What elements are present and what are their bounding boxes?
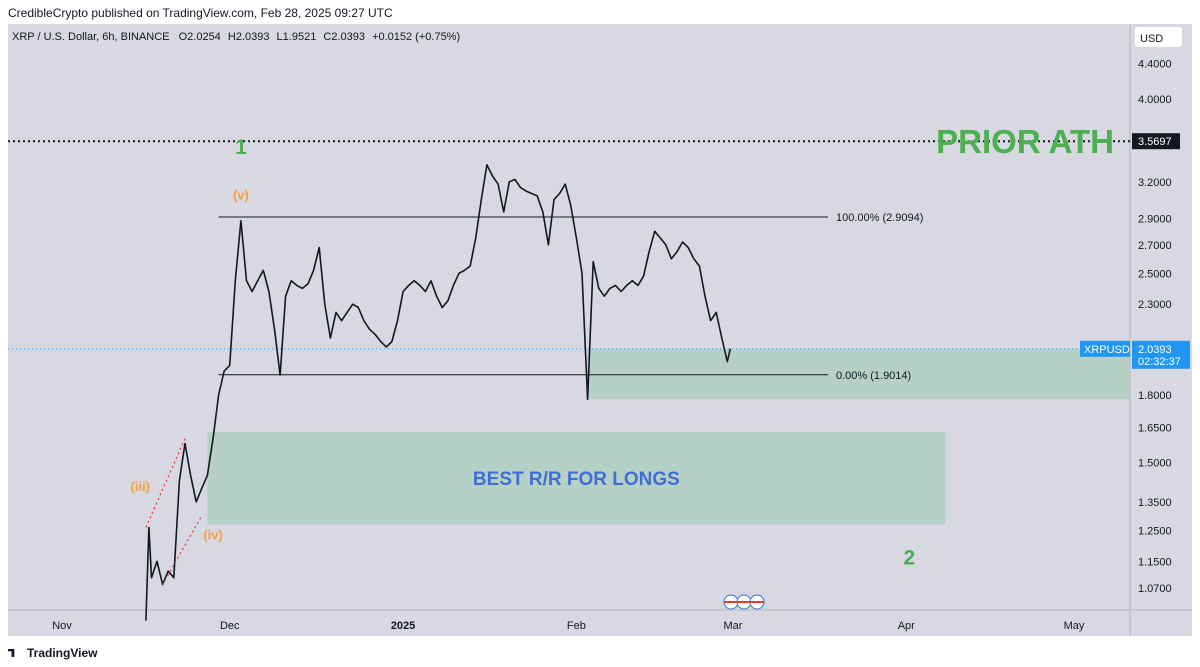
symbol-name: XRP / U.S. Dollar, 6h, BINANCE [12,31,170,43]
price-tick-label: 1.6500 [1138,422,1172,434]
countdown-tag: 02:32:37 [1138,356,1181,368]
prior-ath-tag: 3.5697 [1138,136,1172,148]
zone-rect [587,348,1130,400]
time-tick-label: Apr [898,620,915,632]
price-tick-label: 2.7000 [1138,240,1172,252]
close-value: 2.0393 [331,31,365,43]
time-tick-label: Mar [723,620,742,632]
price-tick-label: 1.5000 [1138,458,1172,470]
price-tick-label: 2.3000 [1138,299,1172,311]
symbol-tag: XRPUSD [1084,344,1130,356]
currency-button-label: USD [1140,33,1163,45]
chart-area[interactable]: BEST R/R FOR LONGS 100.00% (2.9094) 0.00%… [8,24,1192,636]
price-tick-label: 2.9000 [1138,213,1172,225]
tradingview-logo-icon [8,648,15,657]
high-value: 2.0393 [236,31,270,43]
price-line [145,164,732,621]
close-label: C [323,31,331,43]
symbol-tag-bg [1080,340,1130,357]
price-tag: 2.0393 [1138,344,1172,356]
footer: TradingView [0,636,1200,667]
time-tick-label: 2025 [391,620,415,632]
symbol-info: XRP / U.S. Dollar, 6h, BINANCE O2.0254 H… [12,31,460,43]
price-tick-label: 1.3500 [1138,497,1172,509]
prior-ath-label: PRIOR ATH [936,123,1114,160]
price-tick-label: 1.1500 [1138,556,1172,568]
price-tag-bg [1132,340,1190,369]
time-tick-label: May [1064,620,1085,632]
publish-header: CredibleCrypto published on TradingView.… [0,0,1200,24]
price-tick-label: 1.2500 [1138,525,1172,537]
open-label: O [179,31,188,43]
fib-level-label: 0.00% (1.9014) [836,370,911,382]
currency-button[interactable]: USD [1135,27,1182,47]
brand-name: TradingView [27,645,98,660]
prior-ath-tag-bg [1132,133,1180,150]
wave-label: (iv) [203,527,223,542]
low-value: 1.9521 [283,31,317,43]
time-tick-label: Nov [52,620,72,632]
high-label: H [228,31,236,43]
price-tick-label: 3.2000 [1138,177,1172,189]
price-tick-label: 1.8000 [1138,390,1172,402]
price-axis[interactable]: 4.4000 4.0000 3.2000 2.9000 2.7000 2.5000 2.30… [1138,59,1172,595]
time-tick-label: Dec [220,620,240,632]
wave-label: (iii) [131,479,151,494]
publish-info: CredibleCrypto published on TradingView.… [8,6,393,20]
time-tick-label: Feb [567,620,586,632]
fib-level-label: 100.00% (2.9094) [836,212,923,224]
zone-rect [207,431,946,525]
wave-label: (v) [233,188,249,203]
price-tick-label: 4.4000 [1138,59,1172,71]
wave-label: 1 [235,136,247,159]
wave-channel-line [145,438,186,528]
price-series [145,164,732,621]
tradingview-logo[interactable]: TradingView [8,645,97,660]
price-tick-label: 1.0700 [1138,583,1172,595]
price-axis-bg [1130,24,1192,636]
price-tick-label: 2.5000 [1138,268,1172,280]
change-value: +0.0152 (+0.75%) [372,31,460,43]
currency-button-bg [1135,27,1182,47]
wave-label: 2 [904,547,916,570]
levels: 100.00% (2.9094) 0.00% (1.9014) PRIOR ATH 3… [8,123,1180,382]
price-tick-label: 4.0000 [1138,94,1172,106]
open-value: 2.0254 [187,31,221,43]
event-icons[interactable] [723,594,765,610]
low-label: L [277,31,283,43]
price-chart[interactable]: BEST R/R FOR LONGS 100.00% (2.9094) 0.00%… [8,24,1192,636]
zones: BEST R/R FOR LONGS [207,348,1130,525]
time-axis[interactable]: Nov Dec 2025 Feb Mar Apr May [52,620,1085,632]
zone-label: BEST R/R FOR LONGS [473,469,680,490]
wave-channel-line [162,515,203,585]
